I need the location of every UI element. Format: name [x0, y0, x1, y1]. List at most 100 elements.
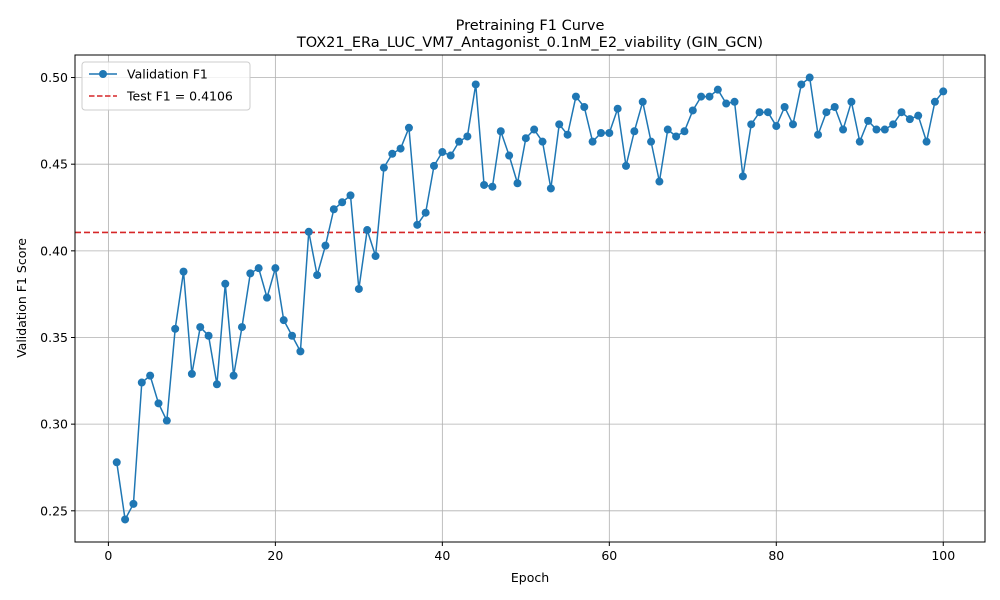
x-axis-ticks: 0 20 40 60 80 100 [104, 542, 955, 563]
validation-f1-point [187, 369, 196, 378]
validation-f1-point [471, 80, 480, 89]
validation-f1-point [722, 99, 731, 108]
validation-f1-point [596, 128, 605, 137]
validation-f1-point [613, 104, 622, 113]
validation-f1-point [413, 220, 422, 229]
validation-f1-point [663, 125, 672, 134]
grid [75, 55, 985, 542]
validation-f1-point [288, 331, 297, 340]
validation-f1-point [772, 122, 781, 131]
validation-f1-point [897, 108, 906, 117]
validation-f1-point [204, 331, 213, 340]
validation-f1-point [229, 371, 238, 380]
validation-f1-point [304, 227, 313, 236]
validation-f1-point [914, 111, 923, 120]
validation-f1-point [822, 108, 831, 117]
validation-f1-point [296, 347, 305, 356]
validation-f1-point [488, 182, 497, 191]
validation-f1-point [379, 163, 388, 172]
validation-f1-point [638, 97, 647, 106]
validation-f1-point [713, 85, 722, 94]
validation-f1-point [905, 115, 914, 124]
validation-f1-point [463, 132, 472, 141]
validation-f1-point [930, 97, 939, 106]
y-tick-label: 0.35 [40, 330, 68, 345]
validation-f1-line [115, 76, 944, 522]
validation-f1-point [571, 92, 580, 101]
validation-f1-point [321, 241, 330, 250]
validation-f1-point [580, 102, 589, 111]
validation-f1-point [388, 149, 397, 158]
validation-f1-point [429, 161, 438, 170]
validation-f1-point [438, 148, 447, 157]
validation-f1-point [622, 161, 631, 170]
validation-f1-point [889, 120, 898, 129]
validation-f1-point [864, 116, 873, 125]
validation-f1-point [814, 130, 823, 139]
validation-f1-point [513, 179, 522, 188]
validation-f1-point [588, 137, 597, 146]
validation-f1-point [354, 284, 363, 293]
x-tick-label: 60 [601, 548, 617, 563]
validation-f1-point [212, 380, 221, 389]
validation-f1-point [688, 106, 697, 115]
y-tick-label: 0.25 [40, 503, 68, 518]
legend-box [81, 61, 251, 111]
validation-f1-point [329, 205, 338, 214]
validation-f1-point [112, 458, 121, 467]
validation-f1-point [404, 123, 413, 132]
validation-f1-point [563, 130, 572, 139]
validation-f1-point [154, 399, 163, 408]
legend-label-validation: Validation F1 [127, 67, 208, 82]
validation-f1-point [672, 132, 681, 141]
validation-f1-point [121, 515, 130, 524]
validation-f1-point [246, 269, 255, 278]
validation-f1-point [129, 499, 138, 508]
validation-f1-point [872, 125, 881, 134]
series-group [112, 73, 948, 524]
validation-f1-point [922, 137, 931, 146]
chart-title: Pretraining F1 Curve [456, 18, 605, 34]
validation-f1-point [263, 293, 272, 302]
validation-f1-point [630, 127, 639, 136]
validation-f1-point [855, 137, 864, 146]
validation-f1-point [505, 151, 514, 160]
legend-label-test: Test F1 = 0.4106 [126, 89, 233, 104]
chart-subtitle: TOX21_ERa_LUC_VM7_Antagonist_0.1nM_E2_vi… [296, 35, 763, 51]
validation-f1-point [655, 177, 664, 186]
validation-f1-point [196, 323, 205, 332]
validation-f1-point [455, 137, 464, 146]
validation-f1-point [271, 264, 280, 273]
validation-f1-point [446, 151, 455, 160]
validation-f1-point [237, 323, 246, 332]
validation-f1-point [162, 416, 171, 425]
validation-f1-point [738, 172, 747, 181]
validation-f1-point [254, 264, 263, 273]
validation-f1-point [371, 252, 380, 261]
validation-f1-point [755, 108, 764, 117]
y-tick-label: 0.45 [40, 157, 68, 172]
validation-f1-point [538, 137, 547, 146]
validation-f1-point [780, 102, 789, 111]
validation-f1-point [396, 144, 405, 153]
validation-f1-point [880, 125, 889, 134]
validation-f1-point [647, 137, 656, 146]
legend: Validation F1 Test F1 = 0.4106 [81, 61, 251, 111]
y-tick-label: 0.50 [40, 70, 68, 85]
legend-marker-validation [99, 70, 107, 78]
validation-f1-point [730, 97, 739, 106]
x-tick-label: 40 [434, 548, 450, 563]
validation-f1-point [496, 127, 505, 136]
validation-f1-point [313, 271, 322, 280]
validation-f1-point [421, 208, 430, 217]
validation-f1-point [179, 267, 188, 276]
validation-f1-point [797, 80, 806, 89]
validation-f1-point [763, 108, 772, 117]
y-axis-label: Validation F1 Score [14, 238, 29, 358]
validation-f1-point [338, 198, 347, 207]
plot-frame [74, 54, 986, 543]
validation-f1-point [546, 184, 555, 193]
x-tick-label: 100 [931, 548, 955, 563]
validation-f1-point [847, 97, 856, 106]
